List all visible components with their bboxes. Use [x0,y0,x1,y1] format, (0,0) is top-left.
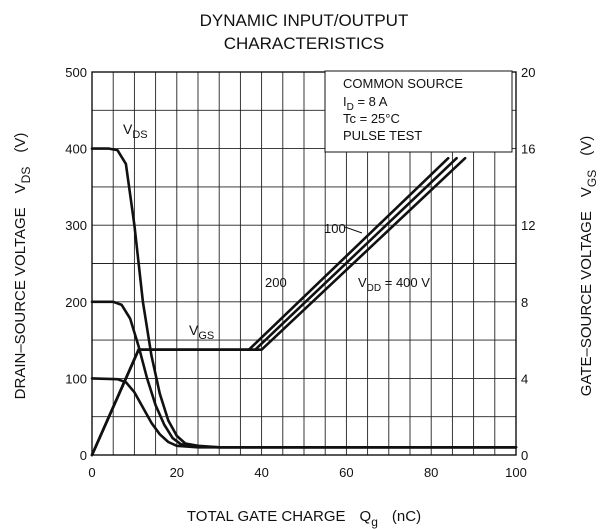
chart-subtitle: CHARACTERISTICS [224,34,385,53]
condition-text: Tc = 25°C [343,111,400,126]
y-tick-label-right: 12 [521,218,535,233]
chart-title: DYNAMIC INPUT/OUTPUT [200,11,409,30]
annotation-200: 200 [265,275,287,290]
x-tick-label: 20 [170,465,184,480]
y-tick-label-right: 8 [521,295,528,310]
y-tick-label-right: 4 [521,371,528,386]
x-tick-label: 80 [424,465,438,480]
x-tick-label: 60 [339,465,353,480]
y-tick-label-left: 100 [65,371,87,386]
x-tick-label: 100 [505,465,527,480]
vgs-curve [90,156,467,457]
y-tick-label-right: 16 [521,142,535,157]
condition-id: ID = 8 A [343,94,388,113]
y-tick-label-left: 200 [65,295,87,310]
annotation-100: 100 [324,221,346,236]
y-axis-label-right: GATE–SOURCE VOLTAGEVGS(V) [578,136,599,396]
series-lines [90,147,518,457]
y-tick-label-left: 500 [65,65,87,80]
conditions-box [324,70,513,153]
conditions: COMMON SOURCE ID = 8 A Tc = 25°C PULSE T… [343,76,463,143]
condition-text: COMMON SOURCE [343,76,463,91]
annotation-vgs: VGS [189,322,214,342]
vds-curve [90,377,518,449]
annotation-vdd: VDD = 400 V [358,275,430,294]
y-tick-label-right: 0 [521,448,528,463]
plot-frame [91,71,517,456]
y-axis-label-left: DRAIN–SOURCE VOLTAGEVDS(V) [12,133,33,400]
annotation-vds: VDS [123,121,148,141]
x-tick-label: 40 [254,465,268,480]
y-tick-label-left: 400 [65,142,87,157]
y-tick-label-right: 20 [521,65,535,80]
condition-text: PULSE TEST [343,128,422,143]
label-100-leader [344,226,363,234]
y-tick-label-left: 0 [80,448,87,463]
x-tick-label: 0 [88,465,95,480]
x-axis-label: TOTAL GATE CHARGE Qg (nC) [187,508,421,529]
tick-labels: 0 20 40 60 80 100 0 100 200 300 400 500 0 4 8 12 16 20 [65,65,535,480]
y-tick-label-left: 300 [65,218,87,233]
